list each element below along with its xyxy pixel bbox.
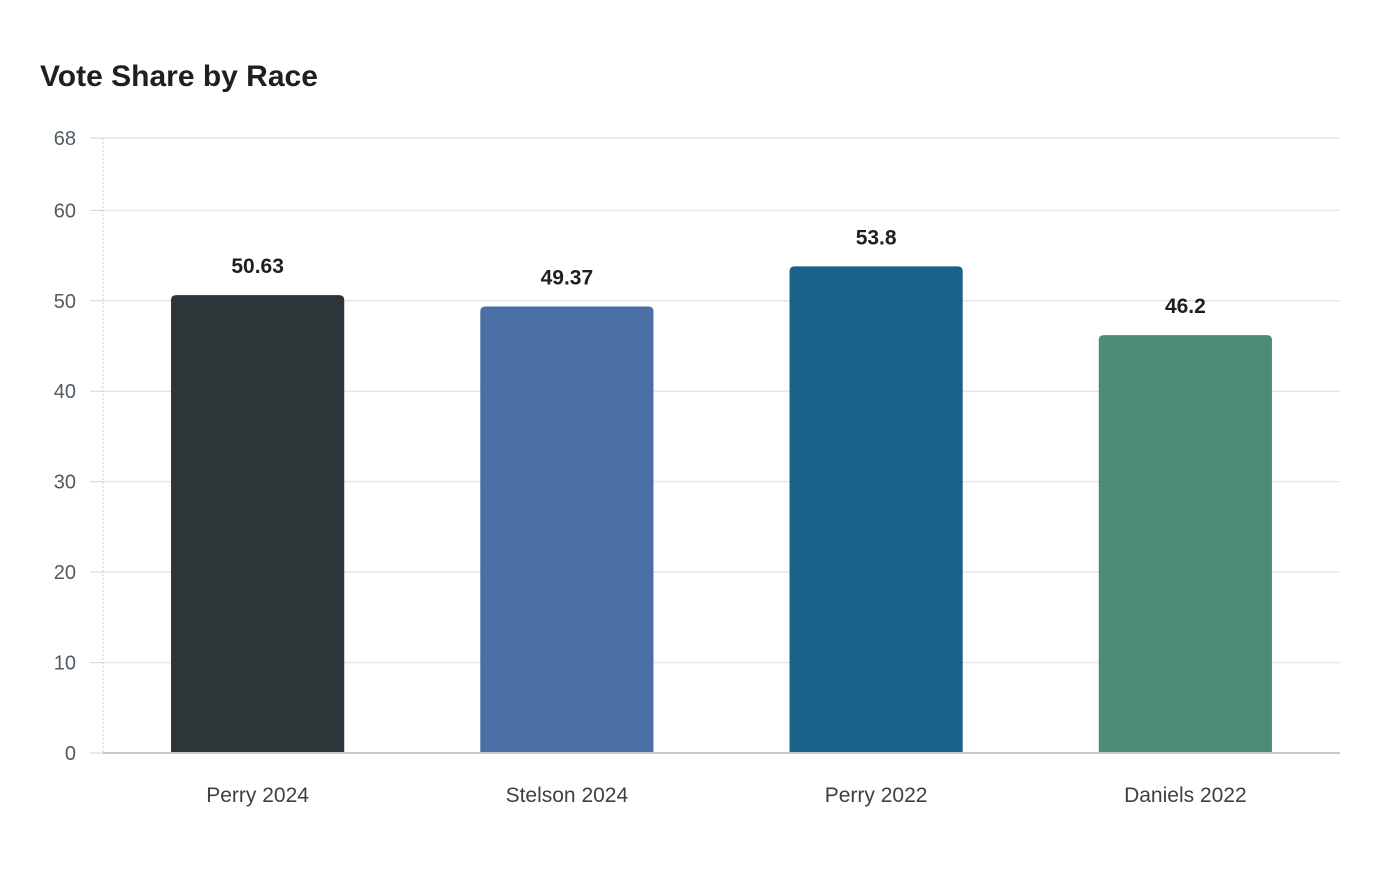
chart-title: Vote Share by Race	[40, 60, 318, 93]
y-tick-label: 30	[54, 472, 76, 494]
x-category-label: Perry 2024	[206, 784, 309, 807]
bar-value-label: 50.63	[231, 255, 284, 278]
y-tick-label: 10	[54, 653, 76, 675]
x-category-label: Perry 2022	[825, 784, 928, 807]
bar[interactable]	[480, 306, 654, 753]
y-tick-label: 60	[54, 200, 76, 222]
bar[interactable]	[1098, 335, 1272, 753]
bar-value-label: 46.2	[1165, 295, 1206, 318]
x-category-label: Daniels 2022	[1124, 784, 1247, 807]
bar[interactable]	[171, 295, 345, 753]
y-tick-label: 0	[65, 743, 76, 765]
y-tick-label: 20	[54, 562, 76, 584]
bar-value-label: 49.37	[541, 266, 594, 289]
bar[interactable]	[789, 266, 963, 753]
y-tick-label: 68	[54, 128, 76, 150]
y-tick-label: 50	[54, 291, 76, 313]
bar-value-label: 53.8	[856, 226, 897, 249]
y-tick-label: 40	[54, 381, 76, 403]
x-category-label: Stelson 2024	[506, 784, 629, 807]
